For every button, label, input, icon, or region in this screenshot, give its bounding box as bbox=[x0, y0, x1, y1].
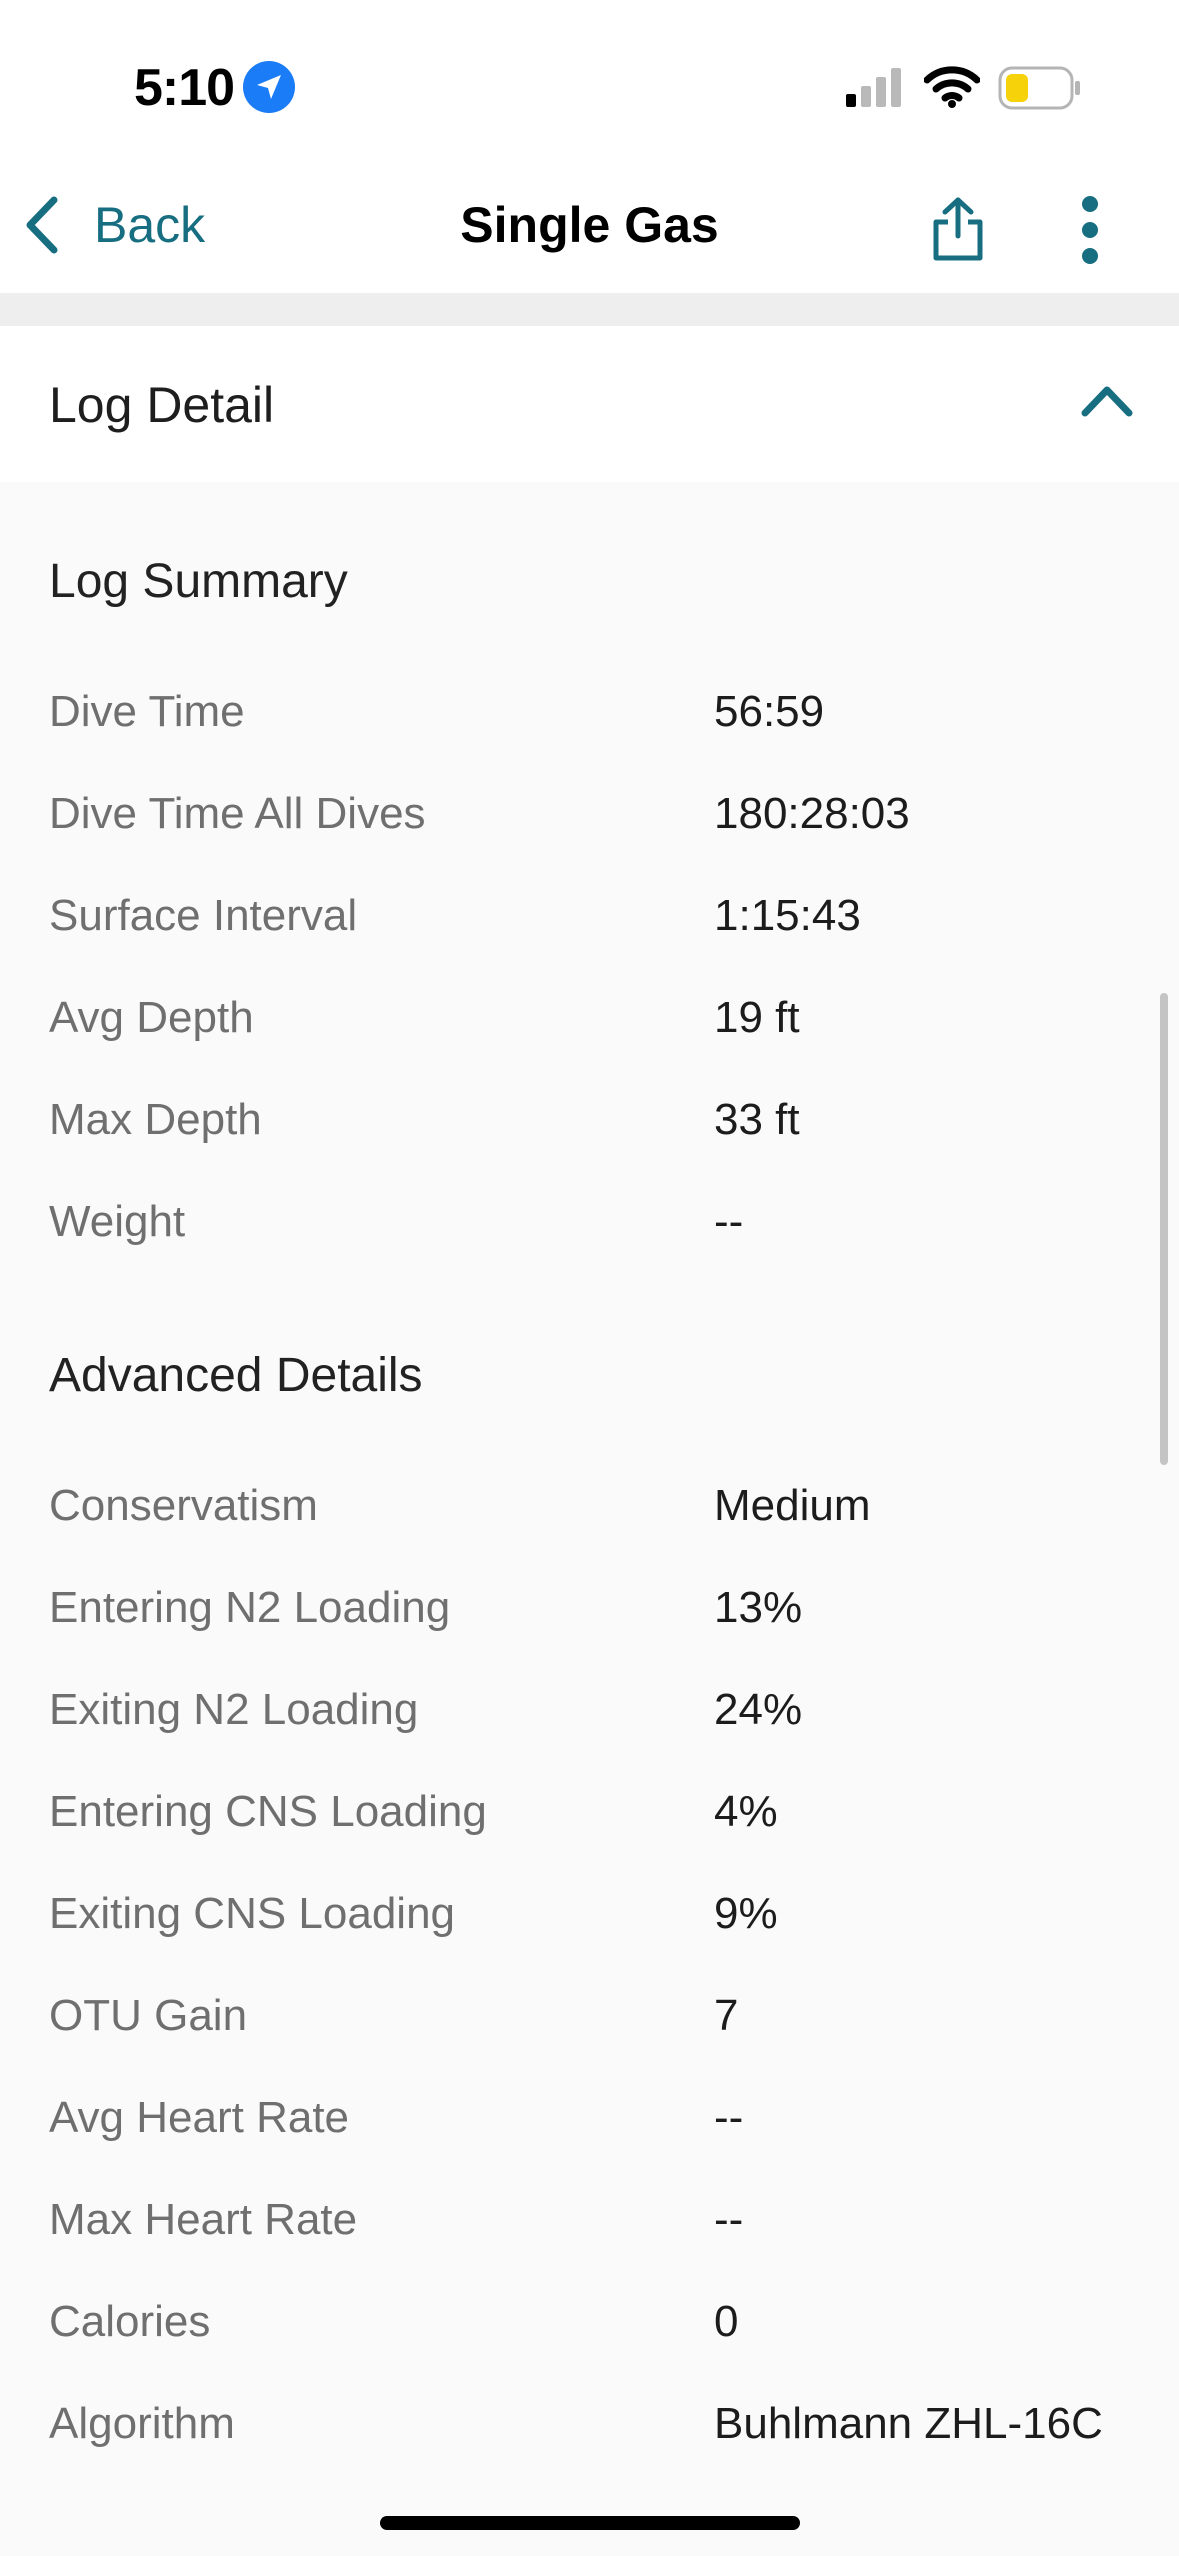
row-label: Entering CNS Loading bbox=[49, 1787, 487, 1836]
row-label: Surface Interval bbox=[49, 891, 358, 940]
summary-row: Max Depth 33 ft bbox=[0, 1095, 1179, 1197]
home-indicator[interactable] bbox=[380, 2516, 800, 2530]
advanced-details-title: Advanced Details bbox=[49, 1349, 423, 1402]
section-title: Log Detail bbox=[49, 377, 275, 433]
detail-row: Conservatism Medium bbox=[0, 1481, 1179, 1583]
back-button-label: Back bbox=[94, 197, 206, 253]
more-options-icon[interactable] bbox=[1072, 195, 1108, 265]
location-arrow-icon bbox=[243, 61, 295, 113]
row-label: Dive Time All Dives bbox=[49, 789, 426, 838]
section-divider bbox=[0, 293, 1179, 326]
detail-row: Calories 0 bbox=[0, 2297, 1179, 2399]
wifi-icon bbox=[924, 66, 980, 108]
row-value: 56:59 bbox=[714, 687, 825, 736]
status-bar: 5:10 bbox=[0, 0, 1179, 160]
page-title: Single Gas bbox=[460, 197, 719, 253]
detail-row: Entering N2 Loading 13% bbox=[0, 1583, 1179, 1685]
summary-row: Dive Time All Dives 180:28:03 bbox=[0, 789, 1179, 891]
battery-icon bbox=[998, 66, 1080, 110]
navigation-bar: Back Single Gas bbox=[0, 160, 1179, 293]
row-value: 33 ft bbox=[714, 1095, 800, 1144]
row-value: 4% bbox=[714, 1787, 778, 1836]
row-label: Max Depth bbox=[49, 1095, 262, 1144]
row-value: Buhlmann ZHL-16C bbox=[714, 2399, 1103, 2448]
row-label: Exiting CNS Loading bbox=[49, 1889, 456, 1938]
chevron-left-icon bbox=[22, 190, 70, 260]
back-button[interactable]: Back bbox=[22, 190, 205, 260]
row-value: 180:28:03 bbox=[714, 789, 910, 838]
row-label: Algorithm bbox=[49, 2399, 235, 2448]
log-summary-title: Log Summary bbox=[49, 555, 348, 608]
detail-row: Exiting CNS Loading 9% bbox=[0, 1889, 1179, 1991]
row-value: 13% bbox=[714, 1583, 803, 1632]
row-label: Avg Heart Rate bbox=[49, 2093, 350, 2142]
row-label: Exiting N2 Loading bbox=[49, 1685, 419, 1734]
row-value: 0 bbox=[714, 2297, 739, 2346]
row-value: 24% bbox=[714, 1685, 803, 1734]
row-value: 19 ft bbox=[714, 993, 800, 1042]
row-value: 7 bbox=[714, 1991, 739, 2040]
chevron-up-icon[interactable] bbox=[1080, 382, 1134, 418]
row-label: Entering N2 Loading bbox=[49, 1583, 451, 1632]
row-value: -- bbox=[714, 1197, 744, 1246]
row-label: Avg Depth bbox=[49, 993, 254, 1042]
row-label: Conservatism bbox=[49, 1481, 318, 1530]
share-icon[interactable] bbox=[930, 196, 986, 262]
row-label: Weight bbox=[49, 1197, 186, 1246]
status-time: 5:10 bbox=[134, 59, 235, 117]
scrollbar[interactable] bbox=[1160, 993, 1168, 1465]
detail-row: Entering CNS Loading 4% bbox=[0, 1787, 1179, 1889]
row-label: OTU Gain bbox=[49, 1991, 248, 2040]
cellular-signal-icon bbox=[846, 68, 901, 107]
row-label: Calories bbox=[49, 2297, 211, 2346]
detail-row: Avg Heart Rate -- bbox=[0, 2093, 1179, 2195]
detail-row: Exiting N2 Loading 24% bbox=[0, 1685, 1179, 1787]
detail-row: OTU Gain 7 bbox=[0, 1991, 1179, 2093]
row-value: Medium bbox=[714, 1481, 871, 1530]
summary-row: Surface Interval 1:15:43 bbox=[0, 891, 1179, 993]
log-detail-content: Log Summary Dive Time 56:59 Dive Time Al… bbox=[0, 482, 1179, 2556]
log-detail-header[interactable]: Log Detail bbox=[0, 326, 1179, 482]
detail-row: Max Heart Rate -- bbox=[0, 2195, 1179, 2297]
row-label: Dive Time bbox=[49, 687, 245, 736]
summary-row: Dive Time 56:59 bbox=[0, 687, 1179, 789]
row-value: 9% bbox=[714, 1889, 778, 1938]
detail-row: Algorithm Buhlmann ZHL-16C bbox=[0, 2399, 1179, 2501]
summary-row: Weight -- bbox=[0, 1197, 1179, 1299]
row-value: -- bbox=[714, 2093, 744, 2142]
summary-row: Avg Depth 19 ft bbox=[0, 993, 1179, 1095]
row-value: -- bbox=[714, 2195, 744, 2244]
row-value: 1:15:43 bbox=[714, 891, 861, 940]
row-label: Max Heart Rate bbox=[49, 2195, 358, 2244]
